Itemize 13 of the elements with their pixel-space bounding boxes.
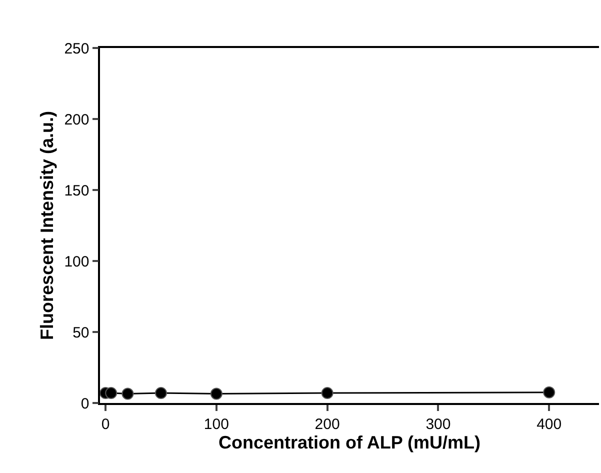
y-tick-label: 50: [72, 324, 90, 342]
y-tick-label: 250: [64, 40, 90, 58]
y-axis-title: Fluorescent Intensity (a.u.): [36, 110, 57, 340]
x-tick-label: 100: [204, 416, 229, 433]
x-tick-label: 300: [426, 416, 451, 433]
y-tick-label: 100: [64, 253, 90, 270]
x-tick-label: 400: [536, 416, 562, 433]
y-tick-label: 150: [64, 182, 90, 200]
y-tick-label: 200: [64, 111, 90, 128]
x-tick-label: 0: [101, 416, 110, 433]
x-tick-label: 200: [314, 416, 340, 433]
x-axis-title: Concentration of ALP (mU/mL): [218, 432, 480, 453]
y-tick-label: 0: [80, 395, 90, 412]
